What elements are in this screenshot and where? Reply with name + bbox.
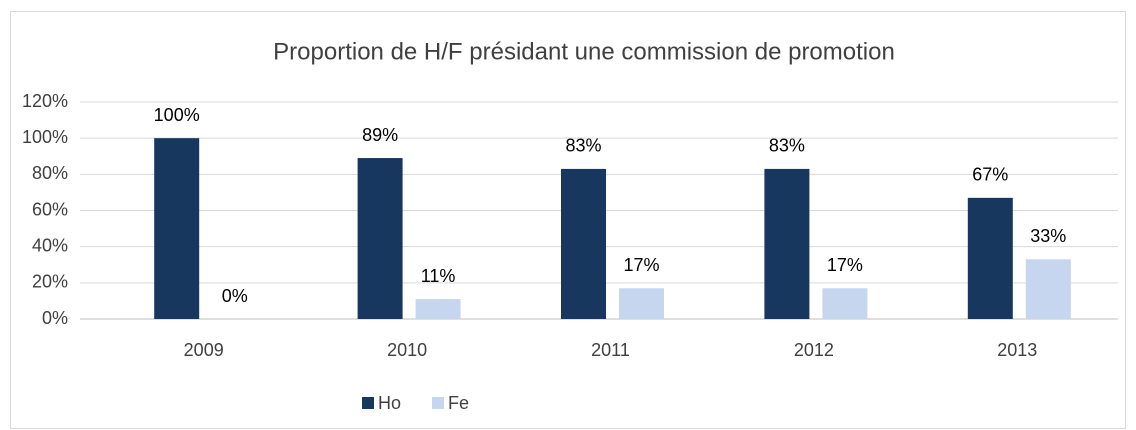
bar [822,288,868,319]
data-label: 89% [362,125,398,145]
legend-label: Ho [378,393,401,413]
legend-label: Fe [448,393,469,413]
bar [764,168,810,319]
data-label: 83% [565,136,601,156]
chart-title: Proportion de H/F présidant une commissi… [273,38,895,65]
x-tick-label: 2012 [794,340,834,360]
y-tick-label: 0% [42,308,68,328]
legend-swatch [362,397,374,409]
data-label: 0% [222,286,248,306]
data-label: 33% [1030,226,1066,246]
y-tick-label: 80% [32,163,68,183]
x-tick-label: 2013 [997,340,1037,360]
bar [561,168,606,319]
data-label: 17% [623,255,659,275]
x-tick-label: 2011 [591,340,630,360]
x-tick-label: 2009 [184,340,224,360]
legend-swatch [432,397,444,409]
y-tick-label: 100% [22,127,68,147]
x-tick-label: 2010 [387,340,427,360]
y-tick-label: 60% [32,199,68,219]
data-label: 100% [154,105,200,125]
bar [619,288,664,319]
data-label: 67% [972,165,1008,185]
y-tick-label: 120% [22,91,68,111]
y-tick-label: 40% [32,235,68,255]
bar [1025,259,1071,319]
bar [357,158,403,319]
y-tick-label: 20% [32,272,68,292]
bar [154,138,200,319]
bar [967,197,1013,319]
bar [415,299,461,319]
data-label: 17% [827,255,863,275]
data-label: 11% [421,266,456,286]
data-label: 83% [769,136,805,156]
